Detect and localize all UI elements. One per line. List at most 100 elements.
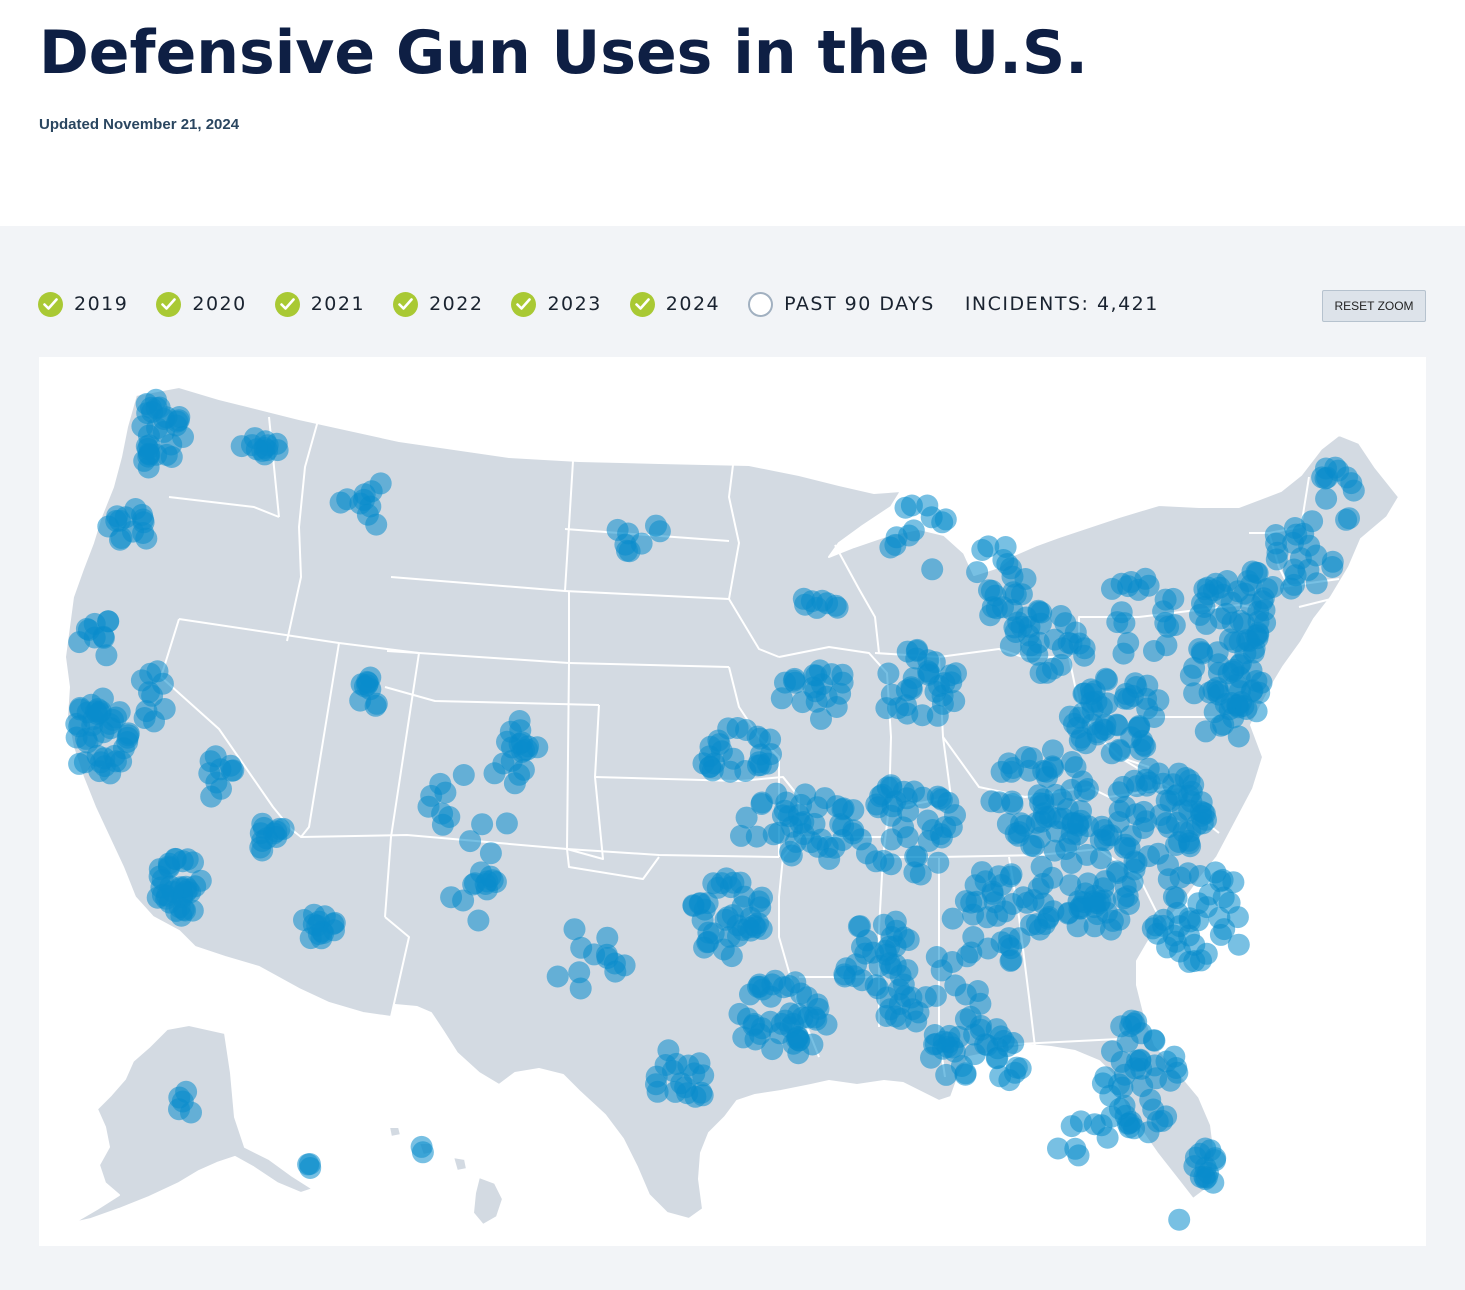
incident-marker[interactable] — [744, 1028, 767, 1051]
incident-marker[interactable] — [476, 870, 499, 893]
incident-marker[interactable] — [141, 684, 164, 707]
incident-marker[interactable] — [1289, 547, 1312, 570]
incident-marker[interactable] — [1096, 1126, 1119, 1149]
incident-marker[interactable] — [779, 840, 802, 863]
incident-marker[interactable] — [1178, 950, 1201, 973]
incident-marker[interactable] — [971, 861, 993, 884]
incident-marker[interactable] — [1280, 577, 1303, 600]
incident-marker[interactable] — [736, 1007, 759, 1030]
incident-marker[interactable] — [917, 649, 940, 672]
incident-marker[interactable] — [994, 900, 1017, 923]
incident-marker[interactable] — [1305, 572, 1328, 595]
incident-marker[interactable] — [1132, 800, 1155, 823]
incident-marker[interactable] — [75, 617, 98, 640]
incident-marker[interactable] — [1219, 628, 1241, 651]
incident-marker[interactable] — [180, 1101, 202, 1124]
incident-marker[interactable] — [164, 848, 187, 870]
incident-marker[interactable] — [1335, 508, 1358, 531]
incident-marker[interactable] — [1189, 603, 1211, 626]
incident-marker[interactable] — [1163, 614, 1186, 637]
incident-marker[interactable] — [1218, 698, 1241, 721]
incident-marker[interactable] — [1292, 522, 1315, 545]
filter-past-90-days[interactable]: PAST 90 DAYS — [748, 291, 935, 317]
incident-marker[interactable] — [99, 717, 122, 740]
incident-marker[interactable] — [903, 861, 926, 884]
incident-marker[interactable] — [1019, 640, 1042, 663]
incident-marker[interactable] — [895, 694, 917, 717]
incident-marker[interactable] — [1143, 640, 1165, 662]
incident-marker[interactable] — [139, 662, 162, 685]
incident-marker[interactable] — [800, 831, 823, 854]
incident-marker[interactable] — [1128, 715, 1151, 737]
incident-marker[interactable] — [903, 780, 925, 803]
incident-marker[interactable] — [996, 813, 1019, 835]
incident-marker[interactable] — [1060, 1115, 1083, 1138]
incident-marker[interactable] — [1197, 583, 1219, 606]
incident-marker[interactable] — [720, 945, 743, 968]
incident-marker[interactable] — [1041, 739, 1064, 762]
incident-marker[interactable] — [563, 918, 586, 941]
incident-marker[interactable] — [940, 671, 963, 694]
incident-marker[interactable] — [1010, 583, 1033, 606]
incident-marker[interactable] — [988, 791, 1011, 814]
incident-marker[interactable] — [1188, 638, 1211, 660]
incident-marker[interactable] — [966, 561, 989, 584]
incident-marker[interactable] — [1020, 747, 1043, 770]
incident-marker[interactable] — [900, 494, 923, 517]
incident-marker[interactable] — [122, 520, 144, 543]
incident-marker[interactable] — [1179, 835, 1202, 858]
incident-marker[interactable] — [825, 696, 848, 718]
incident-marker[interactable] — [1183, 933, 1206, 956]
incident-marker[interactable] — [1105, 860, 1128, 883]
incident-marker[interactable] — [925, 946, 948, 968]
incident-marker[interactable] — [1266, 541, 1289, 564]
incident-marker[interactable] — [743, 914, 766, 937]
incident-marker[interactable] — [735, 806, 758, 829]
incident-marker[interactable] — [596, 926, 619, 949]
incident-marker[interactable] — [1204, 1149, 1226, 1172]
incident-marker[interactable] — [877, 662, 900, 685]
incident-marker[interactable] — [508, 710, 531, 732]
incident-marker[interactable] — [1145, 1067, 1168, 1090]
incident-marker[interactable] — [719, 760, 742, 783]
incident-marker[interactable] — [1157, 868, 1180, 891]
incident-marker[interactable] — [434, 781, 457, 804]
incident-marker[interactable] — [1108, 738, 1131, 761]
incident-marker[interactable] — [1194, 720, 1217, 743]
incident-marker[interactable] — [714, 908, 737, 931]
incident-marker[interactable] — [73, 751, 96, 774]
incident-marker[interactable] — [1068, 897, 1091, 920]
incident-marker[interactable] — [689, 892, 712, 915]
incident-marker[interactable] — [1163, 1045, 1186, 1068]
incident-marker[interactable] — [1240, 574, 1262, 597]
incident-marker[interactable] — [1137, 757, 1160, 780]
incident-marker[interactable] — [1060, 778, 1083, 801]
incident-marker[interactable] — [904, 845, 927, 868]
incident-marker[interactable] — [307, 923, 330, 946]
incident-marker[interactable] — [95, 644, 118, 667]
incident-marker[interactable] — [1315, 487, 1338, 510]
incident-marker[interactable] — [879, 536, 902, 559]
incident-marker[interactable] — [1108, 799, 1131, 822]
incident-marker[interactable] — [1204, 861, 1227, 884]
incident-marker[interactable] — [1111, 1076, 1134, 1099]
incident-marker[interactable] — [803, 1006, 826, 1029]
incident-marker[interactable] — [1311, 466, 1334, 489]
incident-marker[interactable] — [833, 963, 856, 986]
incident-marker[interactable] — [1116, 885, 1139, 908]
incident-marker[interactable] — [735, 719, 758, 741]
incident-marker[interactable] — [411, 1141, 434, 1164]
incident-marker[interactable] — [927, 851, 950, 874]
incident-marker[interactable] — [1218, 891, 1241, 914]
incident-marker[interactable] — [1073, 637, 1096, 660]
incident-marker[interactable] — [105, 509, 128, 532]
incident-marker[interactable] — [950, 1055, 973, 1077]
incident-marker[interactable] — [867, 796, 890, 819]
incident-marker[interactable] — [440, 886, 463, 909]
incident-marker[interactable] — [1059, 874, 1082, 897]
incident-marker[interactable] — [1106, 611, 1129, 634]
incident-marker[interactable] — [880, 774, 902, 797]
incident-marker[interactable] — [117, 722, 140, 745]
incident-marker[interactable] — [251, 812, 274, 835]
incident-marker[interactable] — [1067, 1144, 1090, 1167]
